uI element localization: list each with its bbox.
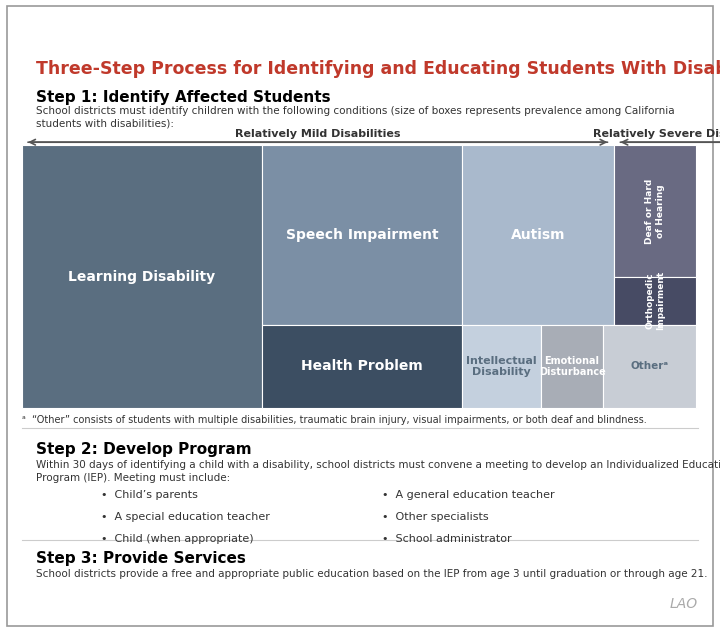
Text: •  Child’s parents: • Child’s parents — [101, 490, 198, 500]
Text: Speech Impairment: Speech Impairment — [286, 228, 438, 242]
Text: Within 30 days of identifying a child with a disability, school districts must c: Within 30 days of identifying a child wi… — [36, 460, 720, 483]
Text: Three-Step Process for Identifying and Educating Students With Disabilities: Three-Step Process for Identifying and E… — [36, 60, 720, 78]
Text: Relatively Severe Disabilities: Relatively Severe Disabilities — [593, 129, 720, 139]
Text: LAO: LAO — [670, 597, 698, 611]
Text: Emotional
Disturbance: Emotional Disturbance — [539, 356, 606, 377]
Text: Relatively Mild Disabilities: Relatively Mild Disabilities — [235, 129, 400, 139]
Text: Learning Disability: Learning Disability — [68, 269, 215, 284]
Bar — [262, 145, 462, 325]
Text: Step 1: Identify Affected Students: Step 1: Identify Affected Students — [36, 90, 330, 105]
Bar — [462, 325, 541, 408]
Text: •  School administrator: • School administrator — [382, 534, 511, 544]
Text: School districts must identify children with the following conditions (size of b: School districts must identify children … — [36, 106, 675, 129]
Text: •  Other specialists: • Other specialists — [382, 512, 488, 522]
Text: Step 2: Develop Program: Step 2: Develop Program — [36, 442, 251, 458]
Text: School districts provide a free and appropriate public education based on the IE: School districts provide a free and appr… — [36, 569, 708, 579]
Text: Orthopedic
Impairment: Orthopedic Impairment — [645, 271, 665, 331]
Text: Figure 1: Figure 1 — [15, 21, 73, 35]
Bar — [462, 145, 614, 325]
Text: Health Problem: Health Problem — [301, 360, 423, 374]
Text: Step 3: Provide Services: Step 3: Provide Services — [36, 551, 246, 566]
Text: •  A special education teacher: • A special education teacher — [101, 512, 270, 522]
Text: Autism: Autism — [510, 228, 565, 242]
Text: Deaf or Hard
of Hearing: Deaf or Hard of Hearing — [645, 178, 665, 243]
Text: •  A general education teacher: • A general education teacher — [382, 490, 554, 500]
Text: ᵃ  “Other” consists of students with multiple disabilities, traumatic brain inju: ᵃ “Other” consists of students with mult… — [22, 415, 647, 425]
Bar — [262, 325, 462, 408]
Bar — [541, 325, 603, 408]
Text: Intellectual
Disability: Intellectual Disability — [467, 356, 537, 377]
Bar — [614, 277, 696, 325]
Text: Otherᵃ: Otherᵃ — [631, 362, 669, 372]
Bar — [603, 325, 696, 408]
Text: •  Child (when appropriate): • Child (when appropriate) — [101, 534, 253, 544]
Bar — [614, 145, 696, 277]
Bar — [22, 145, 262, 408]
